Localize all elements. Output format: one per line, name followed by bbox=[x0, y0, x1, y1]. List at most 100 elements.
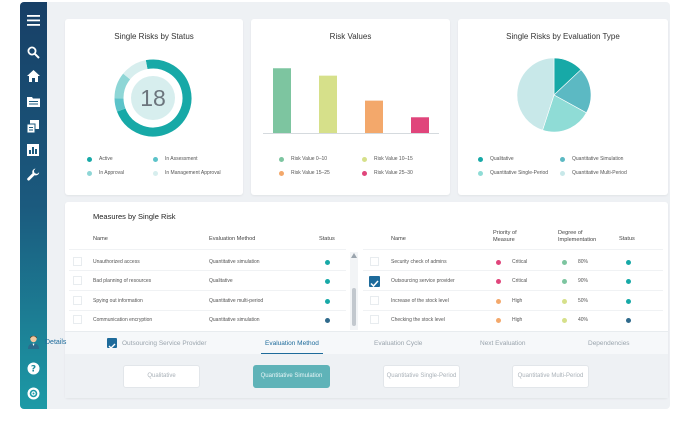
tab-next-evaluation[interactable]: Next Evaluation bbox=[480, 340, 526, 347]
scrollbar-thumb[interactable] bbox=[352, 288, 356, 326]
pie-slice-quantitative-single-period bbox=[542, 94, 587, 133]
pie-slice-quantitative-multi-period bbox=[516, 57, 555, 131]
legend-label: Risk Value 10–15 bbox=[374, 156, 413, 162]
checkmark-icon bbox=[108, 343, 116, 349]
evaluation-type-title: Single Risks by Evaluation Type bbox=[506, 32, 620, 41]
risk-values-bar-chart bbox=[263, 68, 439, 134]
legend-dot bbox=[279, 156, 284, 162]
row-checkbox[interactable] bbox=[73, 315, 82, 324]
app-window: ? Single Risks by Status 18 Active In As… bbox=[20, 2, 670, 409]
options-area: Qualitative Quantitative Simulation Quan… bbox=[65, 354, 668, 398]
menu-icon[interactable] bbox=[24, 11, 42, 29]
right-row-name[interactable]: Increase of the stock level bbox=[391, 298, 449, 304]
legend-label: In Assessment bbox=[165, 156, 198, 162]
help-icon[interactable]: ? bbox=[24, 359, 42, 377]
degree-label: 40% bbox=[578, 317, 589, 323]
option-quantitative-simulation[interactable]: Quantitative Simulation bbox=[253, 365, 330, 388]
legend-dot bbox=[153, 156, 158, 162]
status-dot bbox=[626, 279, 631, 284]
legend-dot bbox=[362, 156, 367, 162]
left-row-name[interactable]: Unauthorized access bbox=[93, 259, 140, 265]
priority-dot bbox=[496, 318, 501, 323]
search-icon[interactable] bbox=[24, 43, 42, 61]
legend-quant-single-period: Quantitative Single-Period bbox=[478, 170, 548, 176]
row-checkbox[interactable] bbox=[370, 257, 379, 266]
settings-icon[interactable] bbox=[24, 384, 42, 402]
status-dot bbox=[325, 299, 330, 304]
bar-1 bbox=[273, 68, 291, 133]
user-avatar-icon[interactable] bbox=[24, 333, 42, 351]
folder-icon[interactable] bbox=[24, 92, 42, 110]
chart-icon[interactable] bbox=[24, 141, 42, 159]
right-row-name[interactable]: Security check of admins bbox=[391, 259, 447, 265]
measures-card: Measures by Single Risk Name Evaluation … bbox=[45, 202, 668, 398]
row-checkbox[interactable] bbox=[370, 296, 379, 305]
documents-icon[interactable] bbox=[24, 117, 42, 135]
status-dot bbox=[626, 299, 631, 304]
priority-label: Critical bbox=[512, 278, 528, 284]
bar-3 bbox=[365, 100, 383, 133]
row-checkbox[interactable] bbox=[73, 276, 82, 285]
details-checkbox[interactable] bbox=[107, 338, 117, 349]
tab-dependencies[interactable]: Dependencies bbox=[588, 340, 630, 347]
degree-dot bbox=[562, 260, 567, 265]
left-header-method: Evaluation Method bbox=[209, 236, 256, 242]
legend-label: Active bbox=[99, 156, 113, 162]
tab-evaluation-method[interactable]: Evaluation Method bbox=[265, 340, 319, 347]
legend-dot bbox=[153, 170, 158, 176]
wrench-icon[interactable] bbox=[24, 165, 42, 183]
risk-values-title: Risk Values bbox=[329, 32, 372, 41]
details-selected-item: Outsourcing Service Provider bbox=[122, 340, 207, 347]
priority-dot bbox=[496, 279, 501, 284]
row-divider bbox=[69, 249, 346, 250]
row-checkbox[interactable] bbox=[370, 315, 379, 324]
right-row-name[interactable]: Outsourcing service provider bbox=[391, 278, 455, 284]
left-row-name[interactable]: Spying out information bbox=[93, 298, 143, 304]
status-card: Single Risks by Status 18 Active In Asse… bbox=[65, 19, 243, 195]
row-divider bbox=[69, 270, 346, 271]
left-row-name[interactable]: Communication encryption bbox=[93, 317, 153, 323]
pie-slice-quantitative-simulation bbox=[553, 69, 592, 114]
home-icon[interactable] bbox=[24, 67, 42, 85]
legend-dot bbox=[279, 170, 284, 176]
donut-segment-in-approval bbox=[114, 73, 131, 99]
donut-total: 18 bbox=[140, 85, 166, 111]
details-bar: Details Outsourcing Service Provider Eva… bbox=[45, 331, 668, 355]
legend-label: Risk Value 0–10 bbox=[291, 156, 328, 162]
left-row-method: Quantitative simulation bbox=[209, 259, 260, 265]
status-dot bbox=[325, 318, 330, 323]
scroll-up-icon[interactable] bbox=[351, 253, 357, 258]
right-row-name[interactable]: Checking the stock level bbox=[391, 317, 445, 323]
measures-title: Measures by Single Risk bbox=[93, 212, 176, 221]
legend-in-approval: In Approval bbox=[87, 170, 124, 176]
legend-risk-0-10: Risk Value 0–10 bbox=[279, 156, 327, 162]
legend-active: Active bbox=[87, 156, 113, 162]
table-scrollbar[interactable] bbox=[350, 252, 358, 330]
legend-in-assessment: In Assessment bbox=[153, 156, 198, 162]
degree-dot bbox=[562, 279, 567, 284]
row-divider bbox=[363, 270, 663, 271]
row-checkbox[interactable] bbox=[73, 296, 82, 305]
donut-segment-active bbox=[117, 59, 192, 137]
legend-label: Quantitative Single-Period bbox=[490, 170, 549, 176]
legend-label: Quantitative Simulation bbox=[572, 156, 624, 162]
checkmark-icon bbox=[370, 280, 379, 288]
option-qualitative[interactable]: Qualitative bbox=[123, 365, 200, 388]
status-dot bbox=[325, 260, 330, 265]
right-header-priority: Priority of Measure bbox=[493, 230, 517, 243]
row-checkbox[interactable] bbox=[73, 257, 82, 266]
legend-dot bbox=[87, 156, 92, 162]
degree-label: 90% bbox=[578, 278, 589, 284]
donut-inner-circle bbox=[131, 76, 175, 120]
tab-evaluation-cycle[interactable]: Evaluation Cycle bbox=[374, 340, 423, 347]
legend-dot bbox=[560, 156, 565, 162]
legend-dot bbox=[478, 156, 483, 162]
legend-qualitative: Qualitative bbox=[478, 156, 514, 162]
left-row-method: Quantitative multi-period bbox=[209, 298, 264, 304]
option-quantitative-multi-period[interactable]: Quantitative Multi-Period bbox=[512, 365, 589, 388]
status-dot bbox=[626, 318, 631, 323]
priority-dot bbox=[496, 260, 501, 265]
option-quantitative-single-period[interactable]: Quantitative Single-Period bbox=[383, 365, 460, 388]
row-checkbox-checked[interactable] bbox=[369, 276, 380, 288]
left-row-name[interactable]: Bad planning of resources bbox=[93, 278, 152, 284]
